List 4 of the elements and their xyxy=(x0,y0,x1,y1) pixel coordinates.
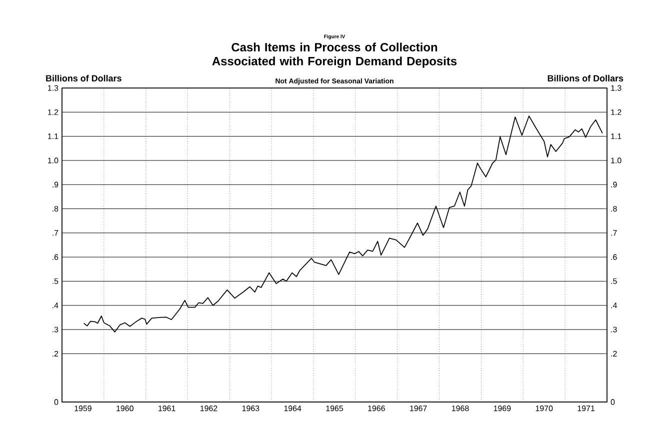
line-series xyxy=(83,116,603,332)
y-axis-title: Billions of Dollars xyxy=(46,74,122,82)
y2-axis-title: Billions of Dollars xyxy=(548,74,624,82)
chart-title: Cash Items in Process of Collection Associated with Foreign Demand Deposits xyxy=(212,42,457,68)
